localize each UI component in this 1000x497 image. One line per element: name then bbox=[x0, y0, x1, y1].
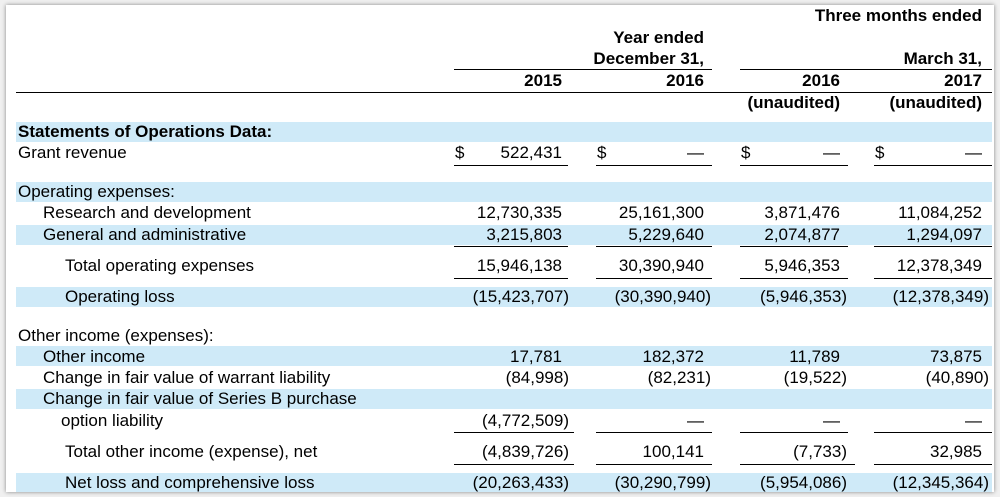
cell-value: 12,378,349 bbox=[896, 256, 982, 275]
cell-value: 522,431 bbox=[500, 143, 562, 162]
shaded-band bbox=[16, 225, 992, 245]
cell-value: 100,141 bbox=[642, 442, 704, 461]
cell-value: 3,215,803 bbox=[486, 225, 562, 244]
cell-value: (5,946,353) bbox=[760, 287, 847, 306]
cell-value: 2,074,877 bbox=[764, 225, 840, 244]
cell-value: 12,730,335 bbox=[476, 203, 562, 222]
row-label: Research and development bbox=[43, 203, 251, 222]
underline-rule bbox=[874, 278, 992, 279]
cell-value: (4,772,509) bbox=[482, 411, 569, 430]
cell-value: (12,378,349) bbox=[892, 287, 989, 306]
cell-value: 3,871,476 bbox=[764, 203, 840, 222]
cell-value: 5,229,640 bbox=[628, 225, 704, 244]
shaded-band bbox=[16, 287, 992, 307]
currency-symbol: $ bbox=[875, 143, 885, 162]
cell-value: — bbox=[965, 411, 982, 430]
cell-value: 25,161,300 bbox=[618, 203, 704, 222]
header-december-31: December 31, bbox=[593, 49, 704, 68]
row-label: Total operating expenses bbox=[65, 256, 255, 275]
cell-value: (82,231) bbox=[647, 368, 711, 387]
header-full-rule bbox=[16, 92, 992, 93]
header-q-2016: 2016 bbox=[802, 71, 840, 90]
underline-rule bbox=[596, 432, 712, 433]
cell-value: (12,345,364) bbox=[892, 473, 989, 492]
currency-symbol: $ bbox=[455, 143, 465, 162]
currency-symbol: $ bbox=[597, 143, 607, 162]
cell-value: (5,954,086) bbox=[760, 473, 847, 492]
underline-rule bbox=[874, 165, 992, 166]
underline-rule bbox=[596, 464, 712, 465]
cell-value: (20,263,433) bbox=[472, 473, 569, 492]
shaded-band bbox=[16, 346, 992, 366]
row-label: Operating loss bbox=[65, 287, 175, 306]
underline-rule bbox=[874, 432, 992, 433]
underline-rule bbox=[740, 464, 855, 465]
cell-value: (4,839,726) bbox=[482, 442, 569, 461]
cell-value: — bbox=[687, 411, 704, 430]
shaded-band bbox=[16, 389, 992, 409]
cell-value: — bbox=[823, 411, 840, 430]
row-label: Net loss and comprehensive loss bbox=[65, 473, 315, 492]
header-year-ended: Year ended bbox=[613, 28, 704, 47]
cell-value: — bbox=[687, 143, 704, 162]
underline-rule bbox=[740, 165, 848, 166]
underline-rule bbox=[454, 432, 574, 433]
row-label: Total other income (expense), net bbox=[65, 442, 318, 461]
cell-value: 1,294,097 bbox=[906, 225, 982, 244]
cell-value: (84,998) bbox=[505, 368, 569, 387]
cell-value: 11,084,252 bbox=[898, 203, 982, 222]
cell-value: 11,789 bbox=[789, 347, 840, 366]
shaded-band bbox=[16, 182, 992, 202]
cell-value: (15,423,707) bbox=[472, 287, 569, 306]
underline-rule bbox=[596, 165, 712, 166]
header-unaudited: (unaudited) bbox=[747, 93, 840, 112]
row-label: Change in fair value of Series B purchas… bbox=[43, 389, 357, 408]
cell-value: — bbox=[823, 143, 840, 162]
underline-rule bbox=[454, 246, 568, 247]
header-year-2016: 2016 bbox=[666, 71, 704, 90]
underline-rule bbox=[874, 464, 992, 465]
shaded-band bbox=[16, 473, 992, 492]
row-label: General and administrative bbox=[43, 225, 247, 244]
cell-value: 32,985 bbox=[930, 442, 982, 461]
header-year-2015: 2015 bbox=[524, 71, 562, 90]
cell-value: 17,781 bbox=[510, 347, 562, 366]
underline-rule bbox=[874, 246, 992, 247]
cell-value: (30,390,940) bbox=[614, 287, 711, 306]
cell-value: 5,946,353 bbox=[764, 256, 840, 275]
underline-rule bbox=[596, 278, 712, 279]
row-label: Other income bbox=[43, 347, 146, 366]
row-label: Operating expenses: bbox=[18, 182, 175, 201]
cell-value: (19,522) bbox=[783, 368, 847, 387]
shaded-band bbox=[16, 122, 992, 142]
row-label: option liability bbox=[61, 411, 164, 430]
row-label: Change in fair value of warrant liabilit… bbox=[43, 368, 331, 387]
header-unaudited: (unaudited) bbox=[889, 93, 982, 112]
underline-rule bbox=[596, 246, 712, 247]
cell-value: (30,290,799) bbox=[614, 473, 711, 492]
cell-value: 15,946,138 bbox=[476, 256, 562, 275]
currency-symbol: $ bbox=[741, 143, 751, 162]
header-q-2017: 2017 bbox=[944, 71, 982, 90]
cell-value: (7,733) bbox=[793, 442, 847, 461]
underline-rule bbox=[740, 278, 848, 279]
cell-value: 73,875 bbox=[930, 347, 982, 366]
underline-rule bbox=[454, 464, 574, 465]
underline-rule bbox=[454, 165, 568, 166]
cell-value: 182,372 bbox=[642, 347, 704, 366]
underline-rule bbox=[454, 278, 568, 279]
cell-value: — bbox=[965, 143, 982, 162]
header-rule bbox=[740, 69, 992, 70]
row-label: Grant revenue bbox=[18, 143, 127, 162]
header-march-31: March 31, bbox=[903, 49, 982, 68]
header-three-months: Three months ended bbox=[814, 6, 982, 25]
cell-value: (40,890) bbox=[925, 368, 989, 387]
financial-statement-page: Three months ended Year ended December 3… bbox=[6, 5, 994, 492]
row-label: Statements of Operations Data: bbox=[18, 122, 273, 141]
underline-rule bbox=[740, 432, 848, 433]
header-rule bbox=[454, 69, 712, 70]
cell-value: 30,390,940 bbox=[618, 256, 704, 275]
row-label: Other income (expenses): bbox=[18, 326, 214, 345]
underline-rule bbox=[740, 246, 848, 247]
